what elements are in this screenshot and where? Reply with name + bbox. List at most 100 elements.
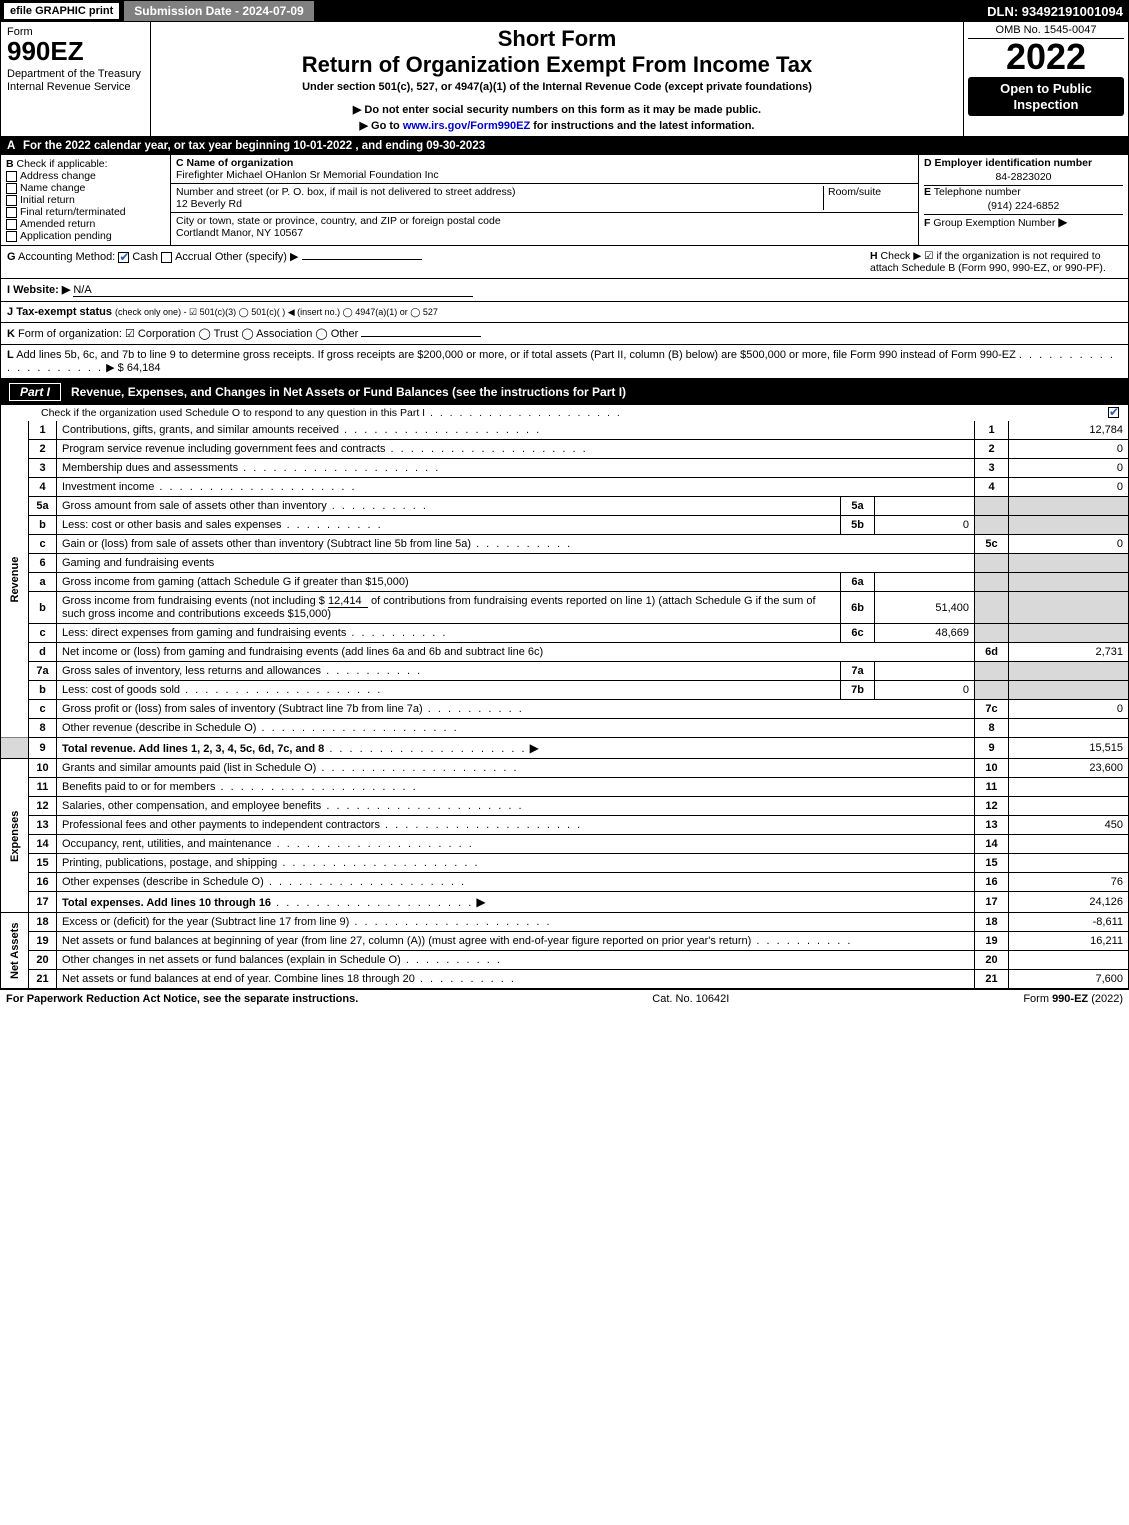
line-1: Revenue 1 Contributions, gifts, grants, …	[1, 421, 1129, 440]
chk-initial-return[interactable]	[6, 195, 17, 206]
col-def: D Employer identification number 84-2823…	[918, 155, 1128, 245]
side-expenses: Expenses	[1, 759, 29, 913]
l-text: Add lines 5b, 6c, and 7b to line 9 to de…	[16, 349, 1016, 361]
chk-application-pending[interactable]	[6, 231, 17, 242]
ln10-desc: Grants and similar amounts paid (list in…	[62, 762, 316, 774]
ln6b-sub: 6b	[841, 592, 875, 624]
ln18-box: 18	[975, 913, 1009, 932]
letter-d: D	[924, 157, 932, 169]
ln18-desc: Excess or (deficit) for the year (Subtra…	[62, 916, 349, 928]
ln6c-num: c	[29, 624, 57, 643]
row-j: J Tax-exempt status (check only one) - ☑…	[0, 302, 1129, 323]
line-7c: c Gross profit or (loss) from sales of i…	[1, 700, 1129, 719]
e-heading: Telephone number	[934, 186, 1021, 198]
ln6b-box-shade	[975, 592, 1009, 624]
ln4-val: 0	[1009, 478, 1129, 497]
ln6a-sub: 6a	[841, 573, 875, 592]
ln11-box: 11	[975, 778, 1009, 797]
chk-cash[interactable]	[118, 252, 129, 263]
ln19-num: 19	[29, 932, 57, 951]
website: N/A	[73, 284, 473, 297]
ln5b-desc: Less: cost or other basis and sales expe…	[62, 519, 282, 531]
ln17-val: 24,126	[1009, 892, 1129, 913]
ln6a-desc: Gross income from gaming (attach Schedul…	[57, 573, 841, 592]
part1-header: Part I Revenue, Expenses, and Changes in…	[0, 379, 1129, 405]
ln10-num: 10	[29, 759, 57, 778]
chk-amended[interactable]	[6, 219, 17, 230]
ln16-val: 76	[1009, 873, 1129, 892]
ln7b-val-shade	[1009, 681, 1129, 700]
ln6d-val: 2,731	[1009, 643, 1129, 662]
ln15-num: 15	[29, 854, 57, 873]
b-item-3: Final return/terminated	[20, 206, 126, 218]
tax-year: 2022	[968, 39, 1124, 75]
ln11-num: 11	[29, 778, 57, 797]
lines-table: Revenue 1 Contributions, gifts, grants, …	[0, 421, 1129, 989]
ln5a-num: 5a	[29, 497, 57, 516]
ln16-box: 16	[975, 873, 1009, 892]
check-o-dots	[425, 407, 622, 419]
ln17-num: 17	[29, 892, 57, 913]
line-13: 13 Professional fees and other payments …	[1, 816, 1129, 835]
part1-label: Part I	[9, 383, 61, 401]
side-netassets: Net Assets	[1, 913, 29, 989]
ln12-box: 12	[975, 797, 1009, 816]
l-value: 64,184	[127, 362, 161, 374]
ln6c-desc: Less: direct expenses from gaming and fu…	[62, 627, 346, 639]
line-5a: 5a Gross amount from sale of assets othe…	[1, 497, 1129, 516]
ln6c-val-shade	[1009, 624, 1129, 643]
line-7b: b Less: cost of goods sold 7b 0	[1, 681, 1129, 700]
ln4-box: 4	[975, 478, 1009, 497]
ln6b-desc1: Gross income from fundraising events (no…	[62, 595, 328, 607]
side-revenue: Revenue	[1, 421, 29, 738]
line-4: 4 Investment income 4 0	[1, 478, 1129, 497]
ln14-desc: Occupancy, rent, utilities, and maintena…	[62, 838, 272, 850]
line-6a: a Gross income from gaming (attach Sched…	[1, 573, 1129, 592]
street-label: Number and street (or P. O. box, if mail…	[176, 186, 515, 198]
k-other-line[interactable]	[361, 336, 481, 337]
chk-name-change[interactable]	[6, 183, 17, 194]
line-18: Net Assets 18 Excess or (deficit) for th…	[1, 913, 1129, 932]
ln10-box: 10	[975, 759, 1009, 778]
g-other-line[interactable]	[302, 259, 422, 260]
line-12: 12 Salaries, other compensation, and emp…	[1, 797, 1129, 816]
line-6: 6 Gaming and fundraising events	[1, 554, 1129, 573]
row-a: A For the 2022 calendar year, or tax yea…	[0, 137, 1129, 155]
org-name: Firefighter Michael OHanlon Sr Memorial …	[176, 169, 439, 181]
line-9: 9 Total revenue. Add lines 1, 2, 3, 4, 5…	[1, 738, 1129, 759]
line-6d: d Net income or (loss) from gaming and f…	[1, 643, 1129, 662]
ln6b-num: b	[29, 592, 57, 624]
row-l: L Add lines 5b, 6c, and 7b to line 9 to …	[0, 345, 1129, 379]
ln19-box: 19	[975, 932, 1009, 951]
row-k: K Form of organization: ☑ Corporation ◯ …	[0, 323, 1129, 345]
ln8-num: 8	[29, 719, 57, 738]
b-item-4: Amended return	[20, 218, 95, 230]
chk-address-change[interactable]	[6, 171, 17, 182]
ln19-desc: Net assets or fund balances at beginning…	[62, 935, 751, 947]
ln7a-box-shade	[975, 662, 1009, 681]
ln6b-fill: 12,414	[328, 595, 368, 608]
efile-print-button[interactable]: efile GRAPHIC print	[0, 2, 120, 20]
ln8-box: 8	[975, 719, 1009, 738]
irs-link[interactable]: www.irs.gov/Form990EZ	[403, 120, 530, 132]
ln21-box: 21	[975, 970, 1009, 989]
ln12-val	[1009, 797, 1129, 816]
header-center: Short Form Return of Organization Exempt…	[151, 22, 963, 136]
b-item-1: Name change	[20, 182, 85, 194]
ln5b-sv: 0	[875, 516, 975, 535]
part1-check-o: Check if the organization used Schedule …	[0, 405, 1129, 421]
dept-treasury: Department of the Treasury Internal Reve…	[7, 68, 144, 94]
ln6-val-shade	[1009, 554, 1129, 573]
k-text: ☑ Corporation ◯ Trust ◯ Association ◯ Ot…	[125, 328, 358, 340]
ln7b-box-shade	[975, 681, 1009, 700]
row-gh: G Accounting Method: Cash Accrual Other …	[0, 246, 1129, 279]
col-c: C Name of organization Firefighter Micha…	[171, 155, 918, 245]
ln7c-val: 0	[1009, 700, 1129, 719]
ln2-val: 0	[1009, 440, 1129, 459]
ln7a-sub: 7a	[841, 662, 875, 681]
chk-schedule-o[interactable]	[1108, 407, 1119, 418]
ln13-desc: Professional fees and other payments to …	[62, 819, 380, 831]
chk-accrual[interactable]	[161, 252, 172, 263]
chk-final-return[interactable]	[6, 207, 17, 218]
ln21-desc: Net assets or fund balances at end of ye…	[62, 973, 415, 985]
